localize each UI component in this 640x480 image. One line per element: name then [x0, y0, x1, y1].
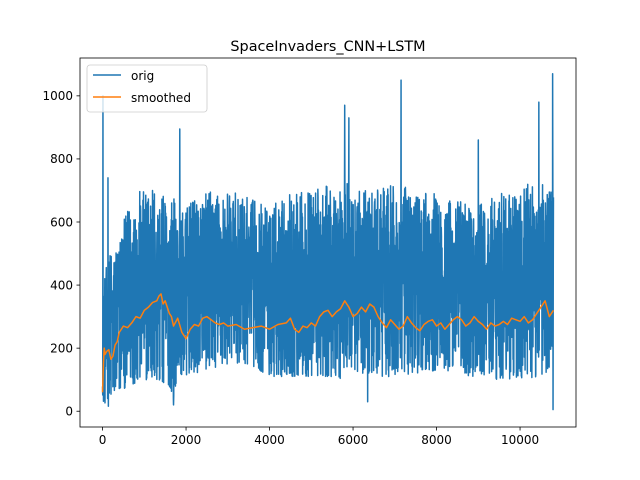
- series-smoothed-line: [101, 293, 555, 393]
- x-tick-label: 6000: [338, 433, 369, 447]
- legend: orig smoothed: [86, 64, 208, 113]
- series-orig-line: [101, 73, 555, 411]
- x-tick-label: 8000: [421, 433, 452, 447]
- chart-title: SpaceInvaders_CNN+LSTM: [230, 39, 425, 55]
- legend-label-smoothed: smoothed: [131, 91, 191, 105]
- y-tick-label: 400: [50, 278, 73, 292]
- x-tick-label: 0: [99, 433, 107, 447]
- y-axis: 0 200 400 600 800 1000: [42, 89, 80, 419]
- y-tick-label: 800: [50, 152, 73, 166]
- x-tick-label: 4000: [254, 433, 285, 447]
- y-tick-label: 0: [65, 405, 73, 419]
- x-tick-label: 10000: [501, 433, 539, 447]
- smoothed-line-path: [101, 293, 555, 393]
- y-tick-label: 1000: [42, 89, 73, 103]
- legend-box: [86, 64, 208, 113]
- plot-area: [101, 73, 555, 411]
- y-tick-label: 200: [50, 341, 73, 355]
- y-tick-label: 600: [50, 215, 73, 229]
- axes-frame: [79, 57, 577, 428]
- x-axis: 0 2000 4000 6000 8000 10000: [99, 427, 539, 447]
- orig-line-path: [101, 73, 555, 411]
- x-tick-label: 2000: [171, 433, 202, 447]
- legend-label-orig: orig: [131, 69, 154, 83]
